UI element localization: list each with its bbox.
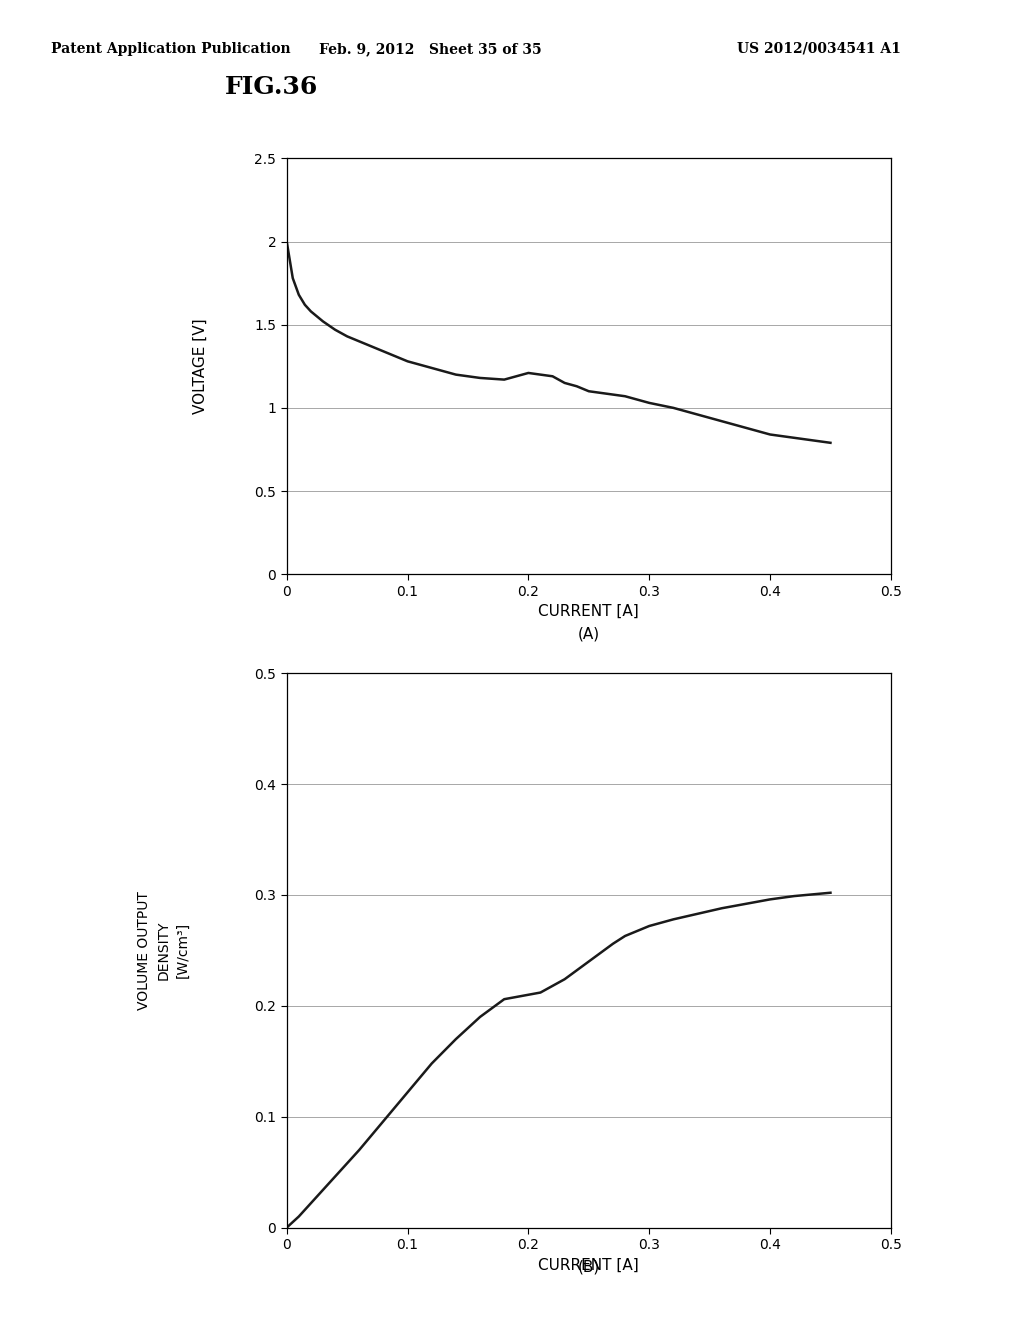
Y-axis label: VOLTAGE [V]: VOLTAGE [V]	[194, 318, 208, 414]
Text: (B): (B)	[578, 1259, 600, 1275]
Y-axis label: VOLUME OUTPUT
DENSITY
[W/cm³]: VOLUME OUTPUT DENSITY [W/cm³]	[137, 891, 190, 1010]
X-axis label: CURRENT [A]: CURRENT [A]	[539, 1258, 639, 1272]
Text: Feb. 9, 2012   Sheet 35 of 35: Feb. 9, 2012 Sheet 35 of 35	[318, 42, 542, 55]
Text: Patent Application Publication: Patent Application Publication	[51, 42, 291, 55]
Text: US 2012/0034541 A1: US 2012/0034541 A1	[737, 42, 901, 55]
X-axis label: CURRENT [A]: CURRENT [A]	[539, 605, 639, 619]
Text: (A): (A)	[578, 626, 600, 642]
Text: FIG.36: FIG.36	[225, 75, 318, 99]
